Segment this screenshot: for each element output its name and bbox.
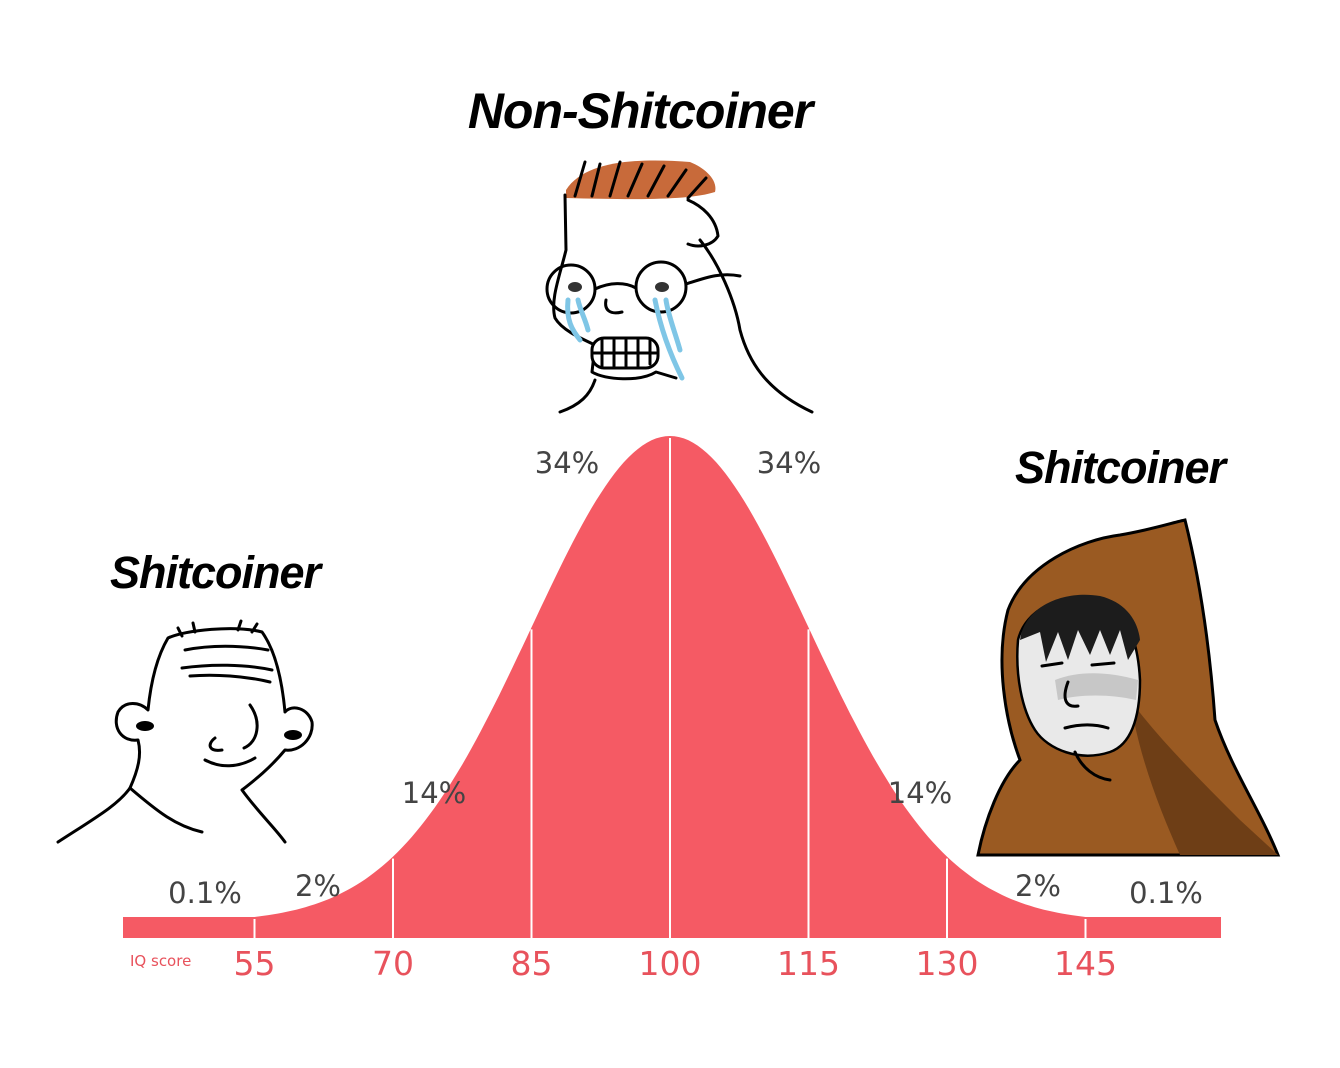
wojak-right xyxy=(976,518,1281,857)
pct-label-7: 0.1% xyxy=(1129,876,1203,910)
bell-curve-area xyxy=(123,436,1221,938)
x-axis-tick-labels: 55 70 85 100 115 130 145 xyxy=(234,944,1118,983)
pct-label-5: 14% xyxy=(888,776,952,810)
x-tick-115: 115 xyxy=(777,944,840,983)
x-tick-130: 130 xyxy=(916,944,979,983)
pct-label-1: 2% xyxy=(295,869,341,903)
caption-right: Shitcoiner xyxy=(1015,442,1229,493)
caption-left: Shitcoiner xyxy=(110,547,324,598)
wojak-center xyxy=(545,160,814,414)
segment-dividers xyxy=(253,438,1087,938)
pct-label-0: 0.1% xyxy=(168,876,242,910)
pct-label-2: 14% xyxy=(402,776,466,810)
x-axis-title: IQ score xyxy=(130,952,191,970)
pct-label-6: 2% xyxy=(1015,869,1061,903)
x-tick-55: 55 xyxy=(234,944,276,983)
caption-center: Non-Shitcoiner xyxy=(468,83,816,139)
pct-label-3: 34% xyxy=(535,446,599,480)
x-tick-85: 85 xyxy=(511,944,553,983)
x-tick-145: 145 xyxy=(1054,944,1117,983)
x-tick-100: 100 xyxy=(639,944,702,983)
x-tick-70: 70 xyxy=(372,944,414,983)
pct-label-4: 34% xyxy=(757,446,821,480)
wojak-left xyxy=(56,619,314,844)
percentage-labels: 0.1% 2% 14% 34% 34% 14% 2% 0.1% xyxy=(168,446,1203,910)
